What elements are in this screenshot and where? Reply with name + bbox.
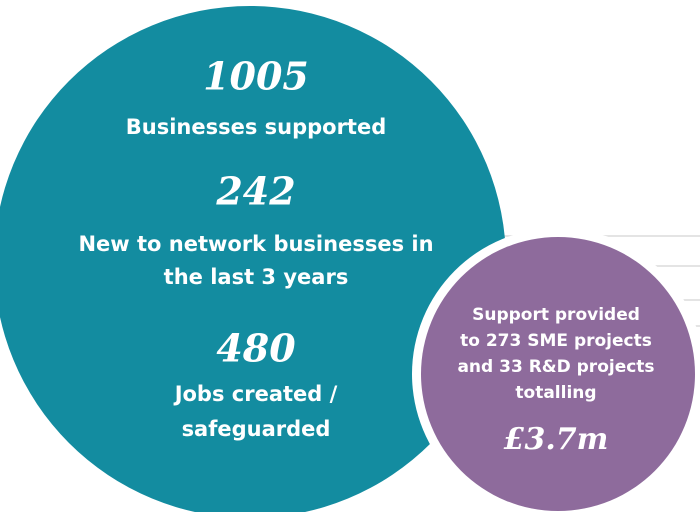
stat-number: 1005 <box>203 54 309 99</box>
stat-label: safeguarded <box>182 417 331 441</box>
highlight-amount: £3.7m <box>504 422 609 457</box>
highlight-line: totalling <box>515 383 596 403</box>
stat-label: Businesses supported <box>126 115 387 139</box>
stat-label: Jobs created / <box>173 382 338 406</box>
stat-label: the last 3 years <box>164 265 349 289</box>
stat-number: 480 <box>216 326 296 371</box>
highlight: Support provided to 273 SME projects and 3… <box>457 305 654 457</box>
purple-circle <box>421 237 695 511</box>
stats: 1005 Businesses supported 242 New to networ… <box>78 54 433 442</box>
stat-label: New to network businesses in <box>78 232 433 256</box>
teal-circle <box>0 6 506 512</box>
highlight-line: and 33 R&D projects <box>457 357 654 377</box>
stat-number: 242 <box>215 169 295 214</box>
highlight-line: to 273 SME projects <box>460 331 652 351</box>
highlight-line: Support provided <box>472 305 640 325</box>
